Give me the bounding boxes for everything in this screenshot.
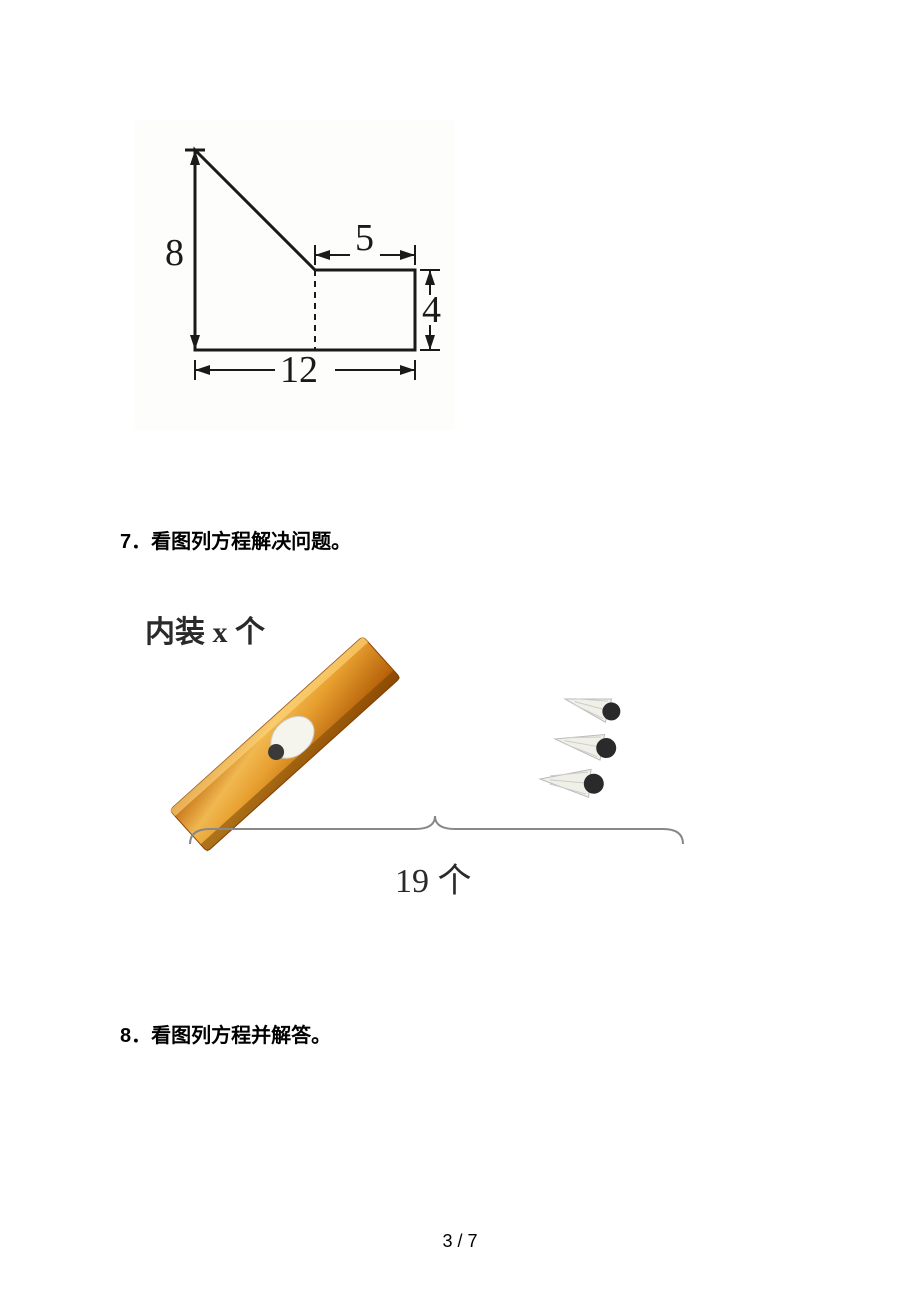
page-current: 3 — [442, 1231, 452, 1251]
page-sep: / — [452, 1231, 467, 1251]
geometric-figure: 8 5 4 12 — [135, 120, 800, 435]
question-7: 7．看图列方程解决问题。 — [120, 525, 800, 554]
question-8-number: 8． — [120, 1025, 151, 1047]
shuttlecock-figure: 内装 x 个 — [135, 604, 800, 919]
dim-left: 8 — [165, 232, 184, 274]
dim-bottom: 12 — [280, 349, 318, 391]
dim-right: 4 — [422, 289, 441, 331]
question-8: 8．看图列方程并解答。 — [120, 1019, 800, 1048]
page-footer: 3 / 7 — [0, 1231, 920, 1252]
page-total: 7 — [468, 1231, 478, 1251]
total-count: 19 个 — [395, 863, 472, 900]
tube-label: 内装 x 个 — [145, 616, 266, 649]
dim-top-right: 5 — [355, 217, 374, 259]
question-7-number: 7． — [120, 531, 151, 553]
question-8-text: 看图列方程并解答。 — [151, 1025, 331, 1047]
trapezoid-diagram: 8 5 4 12 — [135, 120, 455, 430]
shuttlecock-diagram: 内装 x 个 — [135, 604, 695, 914]
question-7-text: 看图列方程解决问题。 — [151, 531, 351, 553]
